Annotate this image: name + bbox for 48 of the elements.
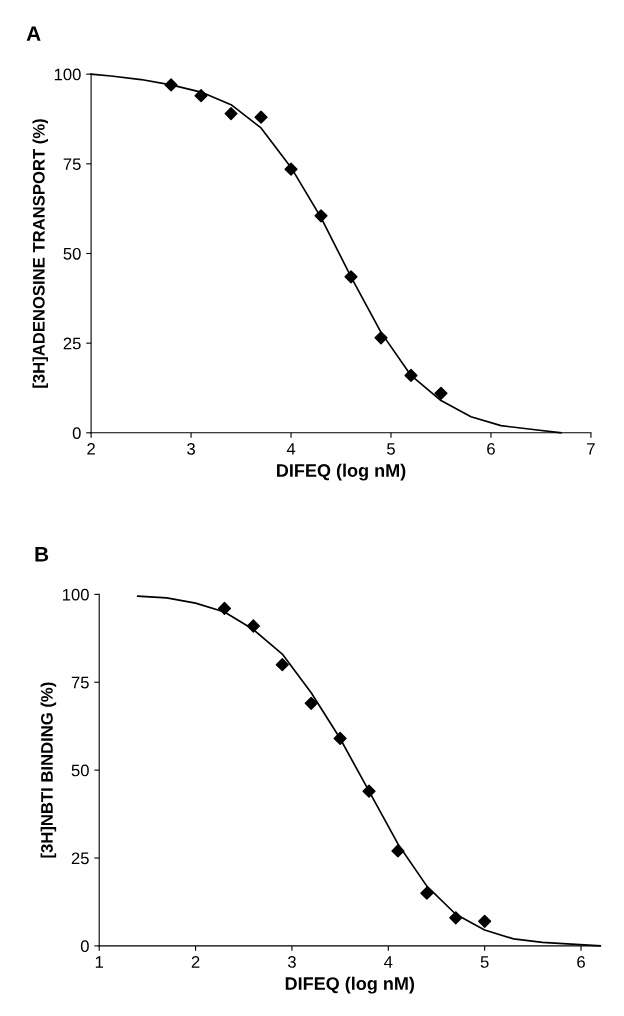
x-tick-label: 5 <box>387 443 395 455</box>
x-tick-label: 2 <box>191 956 200 968</box>
point <box>434 386 448 400</box>
x-tick-label: 5 <box>480 956 489 968</box>
y-axis-title: [3H]ADENOSINE TRANSPORT (%) <box>32 119 49 388</box>
point <box>304 696 318 710</box>
y-tick-label: 0 <box>80 940 89 953</box>
y-tick-label: 75 <box>71 676 89 689</box>
x-tick-label: 4 <box>286 443 296 455</box>
point <box>362 784 376 798</box>
x-tick-label: 1 <box>95 956 104 968</box>
y-tick-label: 100 <box>54 68 81 81</box>
point <box>164 78 178 92</box>
x-tick-label: 2 <box>87 442 95 455</box>
y-tick-label: 75 <box>63 158 81 171</box>
point <box>391 844 405 858</box>
y-tick-label: 50 <box>71 764 89 777</box>
point <box>254 110 268 124</box>
point <box>420 886 434 900</box>
x-tick-label: 3 <box>187 442 195 455</box>
point <box>246 619 260 633</box>
chart-title: B <box>35 547 49 562</box>
x-axis-title: DIFEQ (log nM) <box>277 463 406 481</box>
point <box>449 911 463 925</box>
point <box>478 914 492 928</box>
y-tick-label: 25 <box>71 852 89 865</box>
x-tick-label: 3 <box>287 956 296 968</box>
point <box>194 89 208 103</box>
y-tick-label: 25 <box>63 337 81 350</box>
y-tick-label: 100 <box>62 588 89 601</box>
point <box>374 331 388 345</box>
point <box>217 601 232 616</box>
point <box>284 162 298 176</box>
x-tick-label: 6 <box>487 442 495 455</box>
x-axis-title: DIFEQ (log nM) <box>285 976 415 994</box>
y-tick-label: 0 <box>72 427 81 440</box>
point <box>404 368 418 383</box>
point <box>314 209 328 223</box>
point <box>224 107 238 121</box>
x-tick-label: 4 <box>384 956 393 968</box>
point <box>275 658 289 672</box>
x-tick-label: 6 <box>577 956 585 968</box>
x-tick-label: 7 <box>587 443 595 455</box>
point <box>344 270 358 284</box>
y-axis-title: [3H]NBTI BINDING (%) <box>40 682 57 858</box>
chart-title: A <box>26 26 41 41</box>
y-tick-label: 50 <box>63 247 81 260</box>
point <box>333 731 347 746</box>
